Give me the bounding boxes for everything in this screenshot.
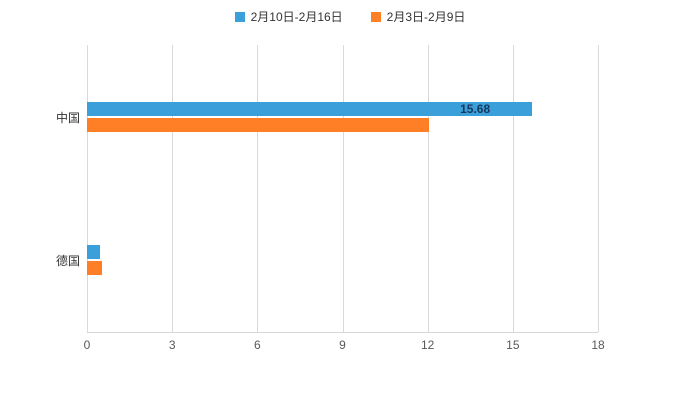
category-label-1: 德国: [55, 254, 80, 269]
legend: 2月10日-2月16日 2月3日-2月9日: [0, 8, 700, 25]
gridline-x-3: [172, 45, 174, 332]
bar-德国-series1[interactable]: [87, 261, 103, 276]
legend-label-week2: 2月10日-2月16日: [250, 10, 343, 24]
legend-item-week2[interactable]: 2月10日-2月16日: [234, 8, 343, 25]
x-tick-label-18: 18: [591, 338, 605, 352]
legend-swatch-blue-icon: [234, 11, 245, 22]
x-tick-label-0: 0: [83, 338, 91, 352]
bar-中国-series1[interactable]: [87, 117, 430, 132]
gridline-x-18: [598, 45, 599, 332]
gridline-x-0: [87, 45, 88, 332]
category-label-0: 中国: [55, 110, 80, 125]
x-tick-label-9: 9: [339, 338, 346, 352]
x-tick-label-15: 15: [506, 338, 520, 352]
bar-德国-series0[interactable]: [87, 245, 101, 260]
legend-swatch-orange-icon: [370, 11, 381, 22]
legend-label-week1: 2月3日-2月9日: [386, 10, 466, 24]
bar-value-label: 15.68: [460, 101, 491, 116]
legend-item-week1[interactable]: 2月3日-2月9日: [370, 8, 466, 25]
gridline-x-9: [342, 45, 344, 332]
gridline-x-15: [512, 45, 514, 332]
x-tick-label-6: 6: [253, 338, 261, 352]
plot-area: 15.68: [87, 45, 599, 333]
x-tick-label-3: 3: [168, 338, 176, 352]
gridline-x-6: [257, 45, 259, 332]
x-tick-label-12: 12: [420, 338, 435, 352]
bar-中国-series0[interactable]: 15.68: [87, 101, 533, 116]
gridline-x-12: [427, 45, 429, 332]
